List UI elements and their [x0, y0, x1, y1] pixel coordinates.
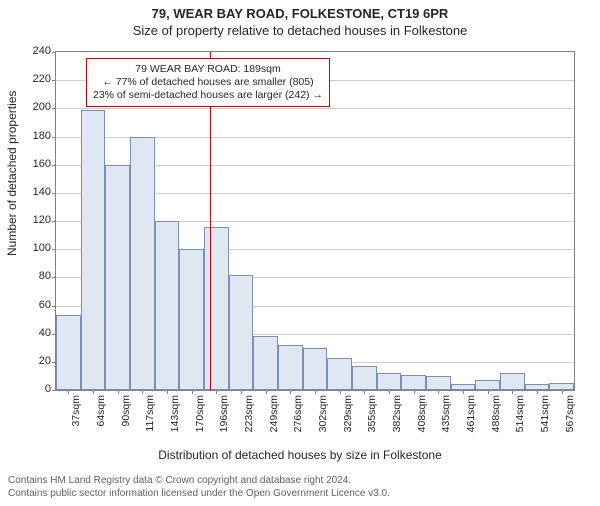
histogram-bar	[253, 336, 278, 390]
ytick-mark	[52, 277, 56, 278]
xtick-label: 143sqm	[169, 395, 181, 445]
page-title-line2: Size of property relative to detached ho…	[0, 23, 600, 38]
xtick-label: 64sqm	[95, 395, 107, 445]
xtick-label: 408sqm	[416, 395, 428, 445]
xtick-mark	[414, 390, 415, 394]
footer-line1: Contains HM Land Registry data © Crown c…	[8, 474, 390, 487]
histogram-bar	[475, 380, 500, 390]
annotation-line3: 23% of semi-detached houses are larger (…	[93, 89, 323, 102]
xtick-mark	[315, 390, 316, 394]
ytick-label: 60	[11, 299, 51, 311]
xtick-label: 541sqm	[539, 395, 551, 445]
xtick-label: 276sqm	[292, 395, 304, 445]
xtick-mark	[562, 390, 563, 394]
histogram-chart: Number of detached properties 79 WEAR BA…	[0, 46, 600, 441]
xtick-label: 567sqm	[564, 395, 576, 445]
histogram-bar	[303, 348, 328, 390]
ytick-mark	[52, 165, 56, 166]
xtick-mark	[364, 390, 365, 394]
ytick-label: 0	[11, 383, 51, 395]
xtick-mark	[266, 390, 267, 394]
xtick-mark	[488, 390, 489, 394]
ytick-mark	[52, 137, 56, 138]
histogram-bar	[426, 376, 451, 390]
xtick-label: 329sqm	[342, 395, 354, 445]
xtick-mark	[93, 390, 94, 394]
highlight-annotation: 79 WEAR BAY ROAD: 189sqm ← 77% of detach…	[86, 58, 330, 107]
xtick-label: 435sqm	[440, 395, 452, 445]
ytick-label: 40	[11, 327, 51, 339]
x-axis-label: Distribution of detached houses by size …	[0, 448, 600, 462]
xtick-mark	[290, 390, 291, 394]
ytick-mark	[52, 108, 56, 109]
histogram-bar	[500, 373, 525, 390]
xtick-label: 223sqm	[243, 395, 255, 445]
xtick-mark	[512, 390, 513, 394]
xtick-mark	[68, 390, 69, 394]
ytick-label: 240	[11, 45, 51, 57]
ytick-label: 200	[11, 101, 51, 113]
histogram-bar	[377, 373, 402, 390]
histogram-bar	[130, 137, 155, 391]
xtick-label: 117sqm	[144, 395, 156, 445]
ytick-label: 20	[11, 355, 51, 367]
histogram-bar	[179, 249, 204, 390]
xtick-mark	[167, 390, 168, 394]
footer-line2: Contains public sector information licen…	[8, 487, 390, 500]
xtick-mark	[192, 390, 193, 394]
histogram-bar	[549, 383, 574, 390]
xtick-mark	[241, 390, 242, 394]
xtick-label: 514sqm	[514, 395, 526, 445]
xtick-label: 461sqm	[465, 395, 477, 445]
page-title-line1: 79, WEAR BAY ROAD, FOLKESTONE, CT19 6PR	[0, 6, 600, 21]
ytick-label: 100	[11, 242, 51, 254]
xtick-label: 382sqm	[391, 395, 403, 445]
histogram-bar	[204, 227, 229, 390]
xtick-mark	[216, 390, 217, 394]
xtick-label: 249sqm	[268, 395, 280, 445]
histogram-bar	[278, 345, 303, 390]
plot-area: 79 WEAR BAY ROAD: 189sqm ← 77% of detach…	[55, 51, 575, 391]
xtick-mark	[142, 390, 143, 394]
ytick-label: 180	[11, 130, 51, 142]
histogram-bar	[105, 165, 130, 390]
ytick-mark	[52, 306, 56, 307]
ytick-label: 140	[11, 186, 51, 198]
xtick-mark	[463, 390, 464, 394]
xtick-label: 170sqm	[194, 395, 206, 445]
ytick-label: 80	[11, 270, 51, 282]
footer-attribution: Contains HM Land Registry data © Crown c…	[8, 474, 390, 500]
y-axis-label: Number of detached properties	[5, 91, 19, 256]
ytick-mark	[52, 52, 56, 53]
ytick-mark	[52, 249, 56, 250]
xtick-label: 196sqm	[218, 395, 230, 445]
xtick-label: 37sqm	[70, 395, 82, 445]
ytick-mark	[52, 221, 56, 222]
ytick-mark	[52, 390, 56, 391]
histogram-bar	[327, 358, 352, 390]
annotation-line1: 79 WEAR BAY ROAD: 189sqm	[93, 63, 323, 76]
histogram-bar	[352, 366, 377, 390]
histogram-bar	[155, 221, 180, 390]
histogram-bar	[401, 375, 426, 390]
ytick-mark	[52, 80, 56, 81]
xtick-mark	[438, 390, 439, 394]
xtick-mark	[537, 390, 538, 394]
xtick-label: 90sqm	[120, 395, 132, 445]
histogram-bar	[229, 275, 254, 390]
gridline-h	[56, 108, 574, 109]
xtick-label: 488sqm	[490, 395, 502, 445]
xtick-mark	[389, 390, 390, 394]
ytick-label: 120	[11, 214, 51, 226]
histogram-bar	[56, 315, 81, 390]
xtick-label: 355sqm	[366, 395, 378, 445]
ytick-label: 220	[11, 73, 51, 85]
ytick-mark	[52, 193, 56, 194]
xtick-mark	[118, 390, 119, 394]
histogram-bar	[81, 110, 106, 390]
ytick-label: 160	[11, 158, 51, 170]
xtick-mark	[340, 390, 341, 394]
annotation-line2: ← 77% of detached houses are smaller (80…	[93, 76, 323, 89]
xtick-label: 302sqm	[317, 395, 329, 445]
